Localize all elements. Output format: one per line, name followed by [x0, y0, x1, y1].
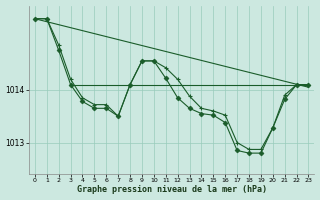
X-axis label: Graphe pression niveau de la mer (hPa): Graphe pression niveau de la mer (hPa): [77, 185, 267, 194]
